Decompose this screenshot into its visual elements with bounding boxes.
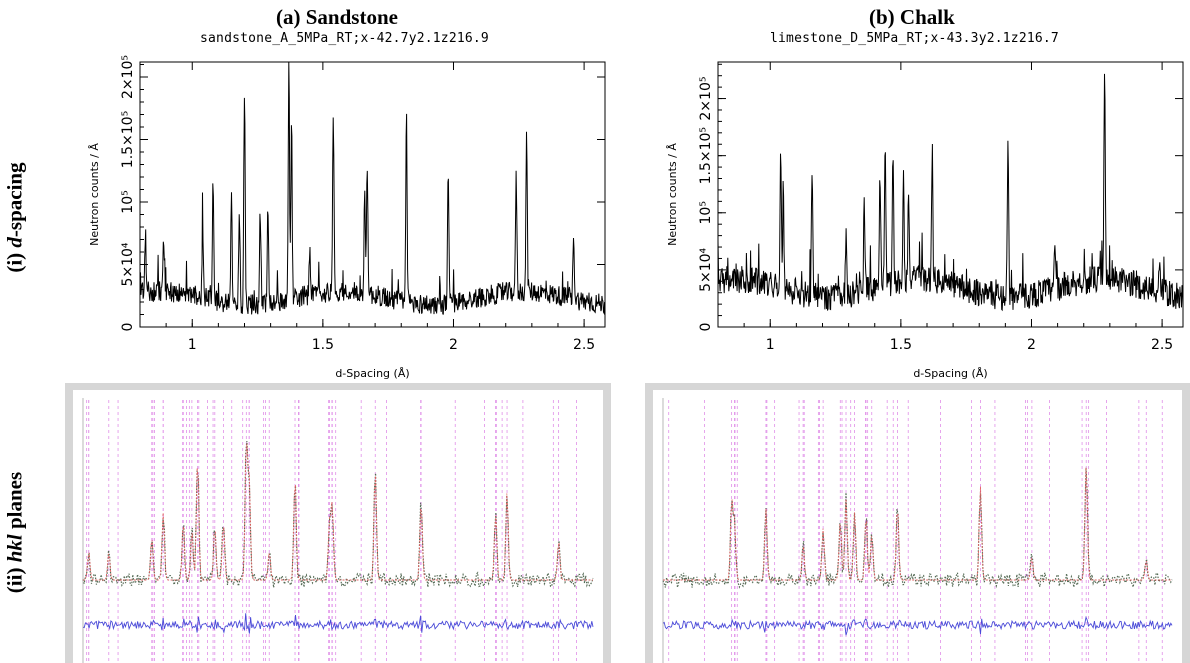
y-tick-label: 5×10⁴ bbox=[120, 242, 136, 286]
fit-plot-area bbox=[73, 390, 603, 663]
y-axis-label: Neutron counts / Å bbox=[666, 143, 679, 246]
hkl-fit-plot-chalk bbox=[653, 390, 1182, 663]
plot-frame bbox=[717, 61, 1184, 328]
x-tick-label: 2 bbox=[449, 337, 458, 353]
hkl-fit-panel-sandstone bbox=[65, 383, 611, 663]
y-tick-label: 0 bbox=[120, 323, 136, 332]
fit-curve bbox=[83, 443, 593, 581]
x-tick-label: 2.5 bbox=[573, 337, 595, 353]
y-tick-label: 10⁵ bbox=[698, 201, 714, 224]
row-label-hkl-italic: hkl bbox=[2, 534, 27, 563]
difference-curve bbox=[82, 613, 594, 635]
x-tick-label: 1.5 bbox=[890, 337, 912, 353]
x-tick-label: 1.5 bbox=[312, 337, 334, 353]
row-label-hkl-prefix: (ii) bbox=[2, 562, 27, 594]
x-tick-label: 2.5 bbox=[1151, 337, 1173, 353]
spectrum-line bbox=[717, 73, 1184, 312]
plot-frame bbox=[139, 61, 606, 328]
y-tick-label: 1.5×10⁵ bbox=[698, 127, 714, 184]
fit-curve bbox=[663, 467, 1172, 581]
row-label-d-spacing: (i) d-spacing bbox=[3, 153, 28, 283]
row-label-d-spacing-suffix: -spacing bbox=[2, 162, 27, 238]
spectrum-line bbox=[139, 61, 606, 316]
header-chalk: (b) Chalk bbox=[869, 5, 955, 29]
row-label-hkl-suffix: planes bbox=[2, 471, 27, 535]
x-axis-label: d-Spacing (Å) bbox=[335, 367, 409, 380]
y-tick-label: 2×10⁵ bbox=[120, 55, 136, 99]
observed-data bbox=[82, 441, 594, 588]
hkl-fit-panel-chalk bbox=[645, 383, 1190, 663]
chart-b-title: limestone_D_5MPa_RT;x-43.3y2.1z216.7 bbox=[770, 31, 1059, 46]
x-tick-label: 1 bbox=[766, 337, 775, 353]
y-axis-label: Neutron counts / Å bbox=[88, 143, 101, 246]
hkl-fit-plot-sandstone bbox=[73, 390, 603, 663]
chart-a-title: sandstone_A_5MPa_RT;x-42.7y2.1z216.9 bbox=[200, 31, 489, 46]
difference-curve bbox=[662, 615, 1173, 636]
row-label-d-spacing-prefix: (i) bbox=[2, 247, 27, 273]
y-tick-label: 2×10⁵ bbox=[698, 77, 714, 121]
fit-plot-area bbox=[653, 390, 1182, 663]
chart-chalk-d-spacing: 1 1.5 2 2.5 0 5×10⁴ 10⁵ 1.5×10⁵ 2×10⁵ d-Spacing (… bbox=[666, 61, 1184, 380]
x-tick-label: 1 bbox=[188, 337, 197, 353]
y-tick-label: 10⁵ bbox=[120, 190, 136, 213]
y-tick-label: 5×10⁴ bbox=[698, 247, 714, 291]
x-axis-label: d-Spacing (Å) bbox=[913, 367, 987, 380]
y-tick-label: 1.5×10⁵ bbox=[120, 111, 136, 168]
chart-sandstone-d-spacing: 1 1.5 2 2.5 0 5×10⁴ 10⁵ 1.5×10⁵ 2×10⁵ d-Spacing (… bbox=[88, 55, 606, 380]
y-tick-label: 0 bbox=[698, 323, 714, 332]
row-label-hkl-planes: (ii) hkl planes bbox=[3, 463, 28, 603]
header-sandstone: (a) Sandstone bbox=[276, 5, 398, 29]
x-tick-label: 2 bbox=[1027, 337, 1036, 353]
row-label-d-spacing-italic: d bbox=[2, 237, 27, 248]
